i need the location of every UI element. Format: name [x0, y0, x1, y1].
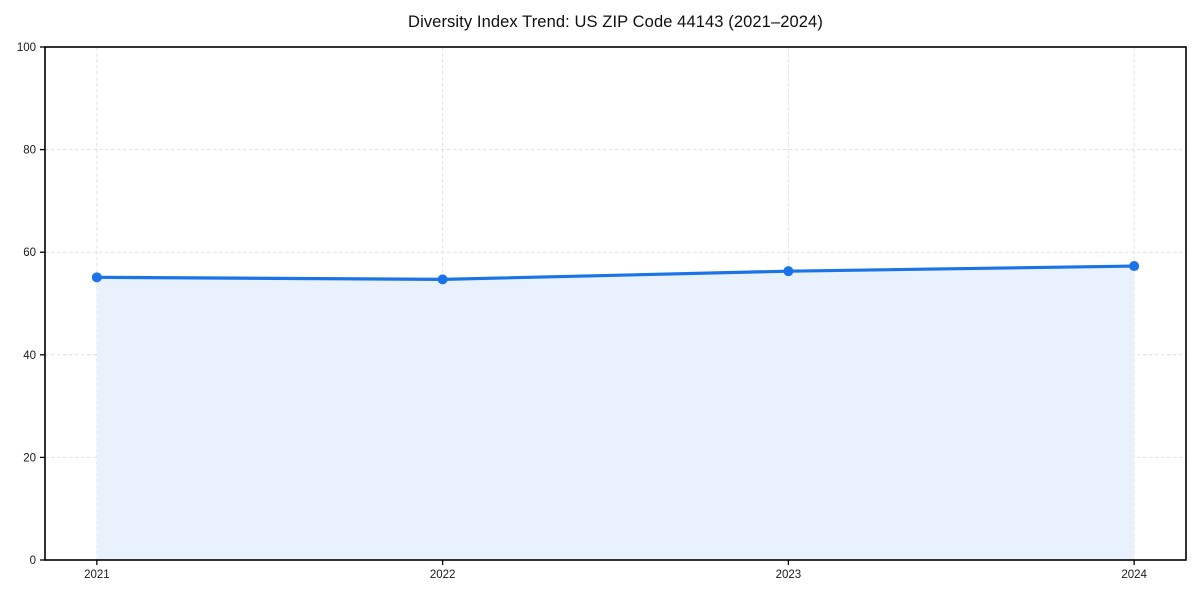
- x-tick-label: 2024: [1121, 569, 1147, 581]
- trend-line: [95, 264, 1136, 281]
- y-tick-label: 60: [23, 247, 36, 259]
- chart-title: Diversity Index Trend: US ZIP Code 44143…: [408, 13, 823, 31]
- data-point-2022: [437, 274, 448, 285]
- y-tick-label: 40: [23, 350, 36, 362]
- plot-border: [44, 46, 1187, 561]
- x-tick-label: 2023: [776, 569, 802, 581]
- data-point-2024: [1129, 261, 1140, 272]
- y-tick-label: 100: [17, 42, 36, 54]
- area-fill: [96, 266, 1135, 560]
- y-tick-label: 20: [23, 452, 36, 464]
- data-point-2021: [91, 272, 102, 283]
- y-tick-label: 80: [23, 145, 36, 157]
- y-tick-label: 0: [30, 555, 36, 567]
- x-tick-label: 2022: [430, 569, 456, 581]
- data-point-2023: [783, 266, 794, 277]
- x-tick-label: 2021: [84, 569, 110, 581]
